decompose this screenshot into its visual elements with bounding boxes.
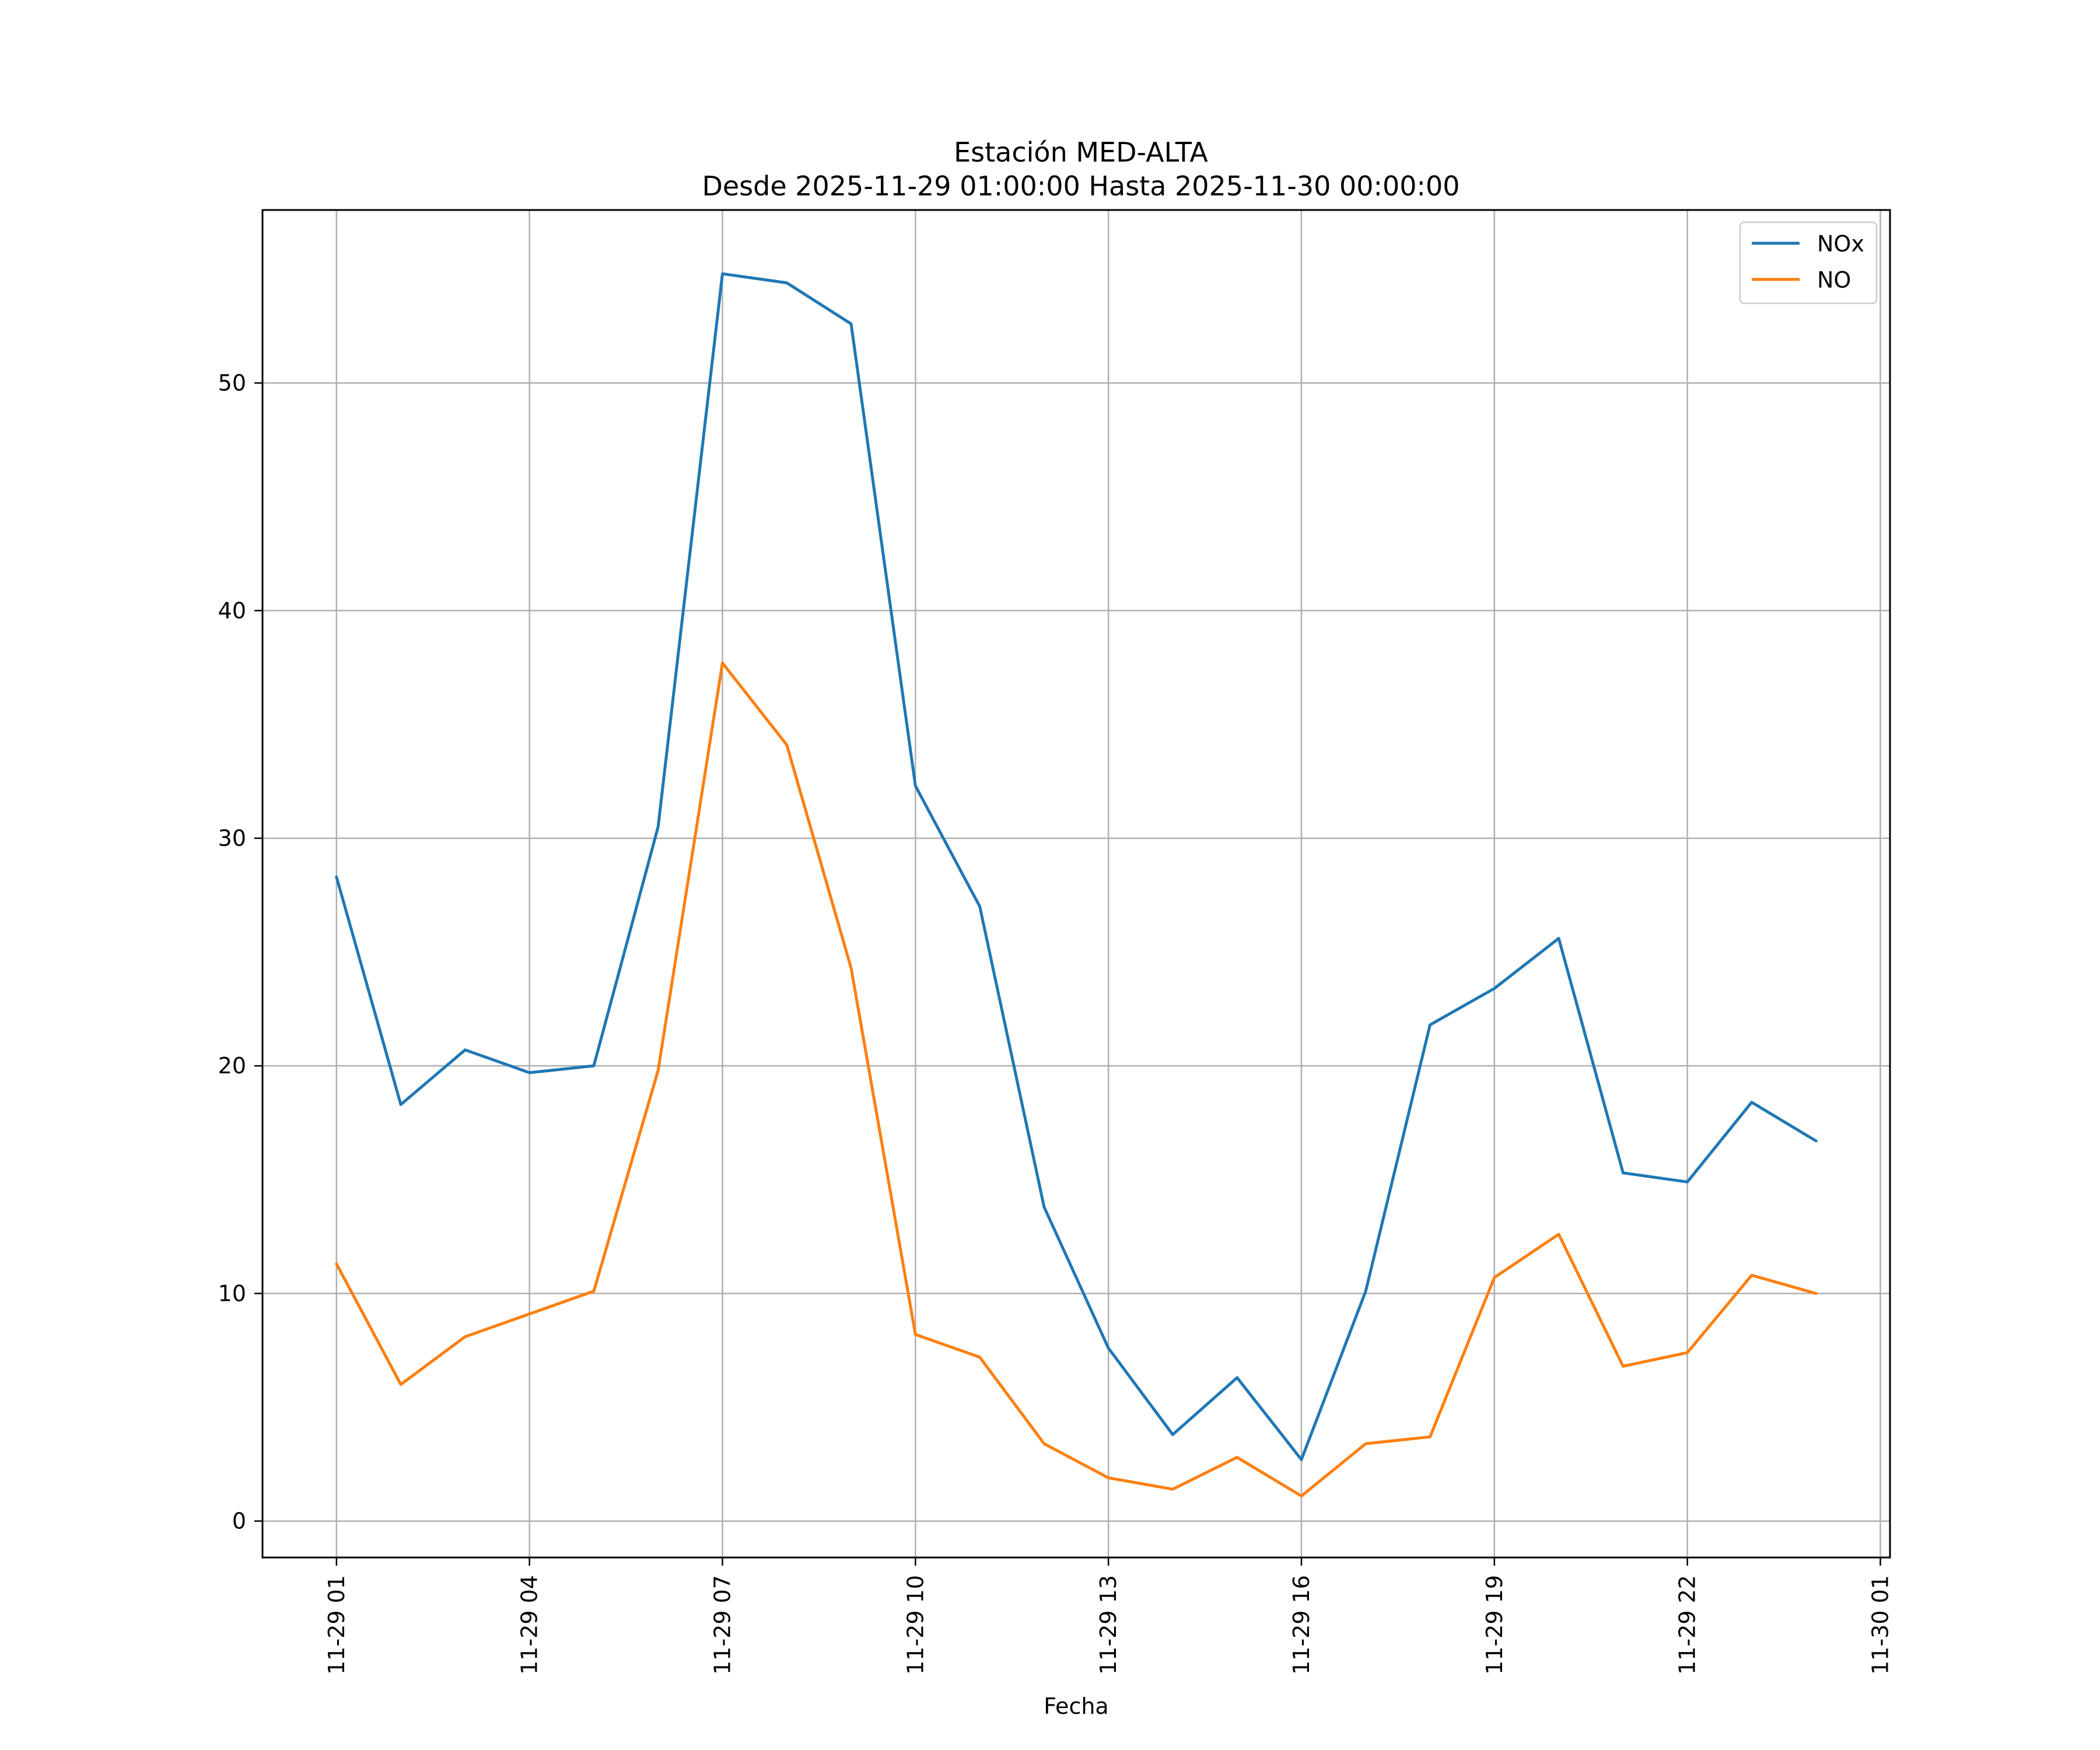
x-tick-label: 11-29 19 xyxy=(1482,1575,1507,1675)
y-tick-label: 50 xyxy=(218,370,246,396)
chart-subtitle: Desde 2025-11-29 01:00:00 Hasta 2025-11-… xyxy=(702,170,1460,202)
legend-label-nox: NOx xyxy=(1817,231,1864,257)
x-axis-label: Fecha xyxy=(1044,1693,1108,1719)
series-line-nox xyxy=(335,272,1818,1461)
x-tick-label: 11-29 22 xyxy=(1675,1575,1700,1675)
ticks: 0 10 20 30 40 50 11-29 01 11-29 04 11-29 07 11-29… xyxy=(218,370,1894,1675)
y-tick-label: 0 xyxy=(232,1508,246,1534)
legend: NOx NO xyxy=(1739,221,1878,304)
y-tick-label: 10 xyxy=(218,1280,246,1306)
x-tick-label: 11-29 04 xyxy=(517,1575,542,1675)
x-tick-label: 11-29 07 xyxy=(709,1575,735,1675)
x-tick-label: 11-29 10 xyxy=(902,1575,928,1675)
series-group xyxy=(335,272,1818,1498)
y-tick-label: 30 xyxy=(218,825,246,851)
x-tick-label: 11-29 16 xyxy=(1289,1575,1314,1675)
y-tick-label: 40 xyxy=(218,598,246,624)
series-line-no xyxy=(335,662,1818,1498)
x-tick-label: 11-30 01 xyxy=(1867,1575,1893,1675)
x-tick-label: 11-29 01 xyxy=(324,1575,349,1675)
x-tick-label: 11-29 13 xyxy=(1096,1575,1121,1675)
chart-title: Estación MED-ALTA xyxy=(954,136,1208,168)
plot-frame xyxy=(261,209,1891,1559)
legend-label-no: NO xyxy=(1817,267,1851,293)
y-tick-label: 20 xyxy=(218,1053,246,1079)
